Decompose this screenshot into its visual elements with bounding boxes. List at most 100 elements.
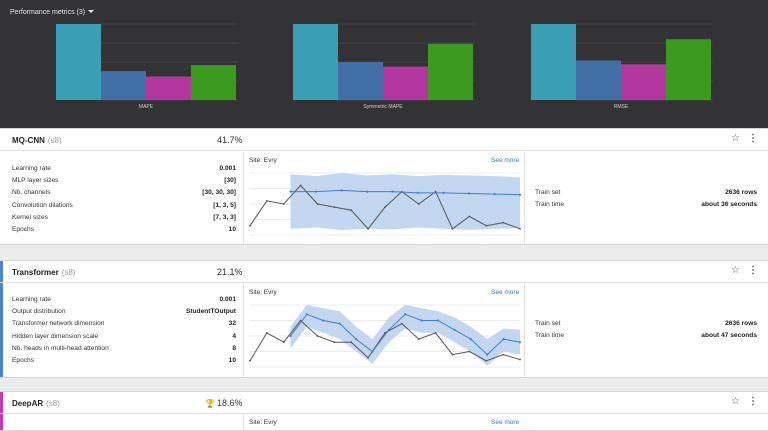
model-card-header: DeepAR (s8) 🏆 18.6% ☆ ⋮ — [0, 392, 768, 414]
forecast-point — [305, 313, 308, 316]
training-info: Train set 2636 rows Train time about 47 se… — [535, 320, 757, 344]
metric-bar — [666, 39, 711, 100]
forecast-point — [340, 189, 343, 192]
forecast-chart — [249, 172, 522, 236]
model-session-count: (s8) — [47, 136, 62, 145]
actual-point — [333, 206, 336, 208]
forecast-point — [365, 190, 369, 193]
actual-point — [350, 209, 353, 212]
param-value: [7, 3, 3] — [213, 213, 236, 221]
model-color-stripe — [0, 261, 3, 377]
site-label: Site: Evry — [249, 157, 277, 164]
forecast-point — [453, 328, 456, 331]
param-value: 0.001 — [219, 165, 236, 172]
param-row: Nb. heads in multi-head attention 8 — [12, 345, 236, 357]
actual-point — [316, 335, 319, 337]
site-label: Site: Evry — [249, 289, 277, 296]
param-row: Transformer network dimension 32 — [12, 320, 236, 332]
train-row: Train time about 36 seconds — [535, 201, 757, 213]
site-label: Site: Evry — [249, 419, 277, 426]
param-row: Output distribution StudentTOutput — [12, 308, 236, 320]
forecast-point — [371, 350, 374, 353]
model-name[interactable]: Transformer (s8) — [12, 268, 75, 277]
train-value: 2636 rows — [725, 189, 757, 196]
forecast-point — [289, 334, 292, 338]
star-icon[interactable]: ☆ — [731, 265, 740, 276]
param-label: Hidden layer dimension scale — [12, 332, 99, 340]
param-label: Kernel sizes — [12, 213, 48, 221]
param-row: Epochs 10 — [12, 357, 236, 369]
see-more-link[interactable]: See more — [491, 419, 520, 426]
model-score: 21.1% — [217, 267, 243, 277]
forecast-point — [518, 341, 522, 344]
see-more-link[interactable]: See more — [491, 157, 520, 164]
model-session-count: (s8) — [61, 268, 76, 277]
model-name-text: Transformer — [12, 268, 59, 277]
actual-point — [400, 322, 403, 325]
param-row: Learning rate 0.001 — [12, 296, 236, 308]
model-name[interactable]: DeepAR (s8) — [12, 399, 60, 408]
param-row: Hidden layer dimension scale 4 — [12, 333, 236, 345]
param-label: Learning rate — [12, 165, 51, 172]
param-label: MLP layer sizes — [12, 177, 59, 185]
forecast-point — [420, 319, 423, 322]
model-name[interactable]: MQ-CNN (s8) — [12, 136, 62, 145]
metric-bar — [191, 65, 236, 100]
actual-point — [451, 353, 454, 356]
model-name-text: MQ-CNN — [12, 136, 45, 145]
actual-point — [333, 341, 336, 344]
param-value: 10 — [228, 225, 236, 233]
forecast-chart — [249, 304, 522, 368]
actual-point — [485, 359, 488, 362]
see-more-link[interactable]: See more — [491, 289, 520, 296]
metric-bar — [101, 71, 146, 100]
actual-point — [265, 200, 268, 202]
metric-chart-symmetric-mape: Symmetric MAPE — [293, 23, 475, 110]
actual-point — [299, 184, 302, 187]
forecast-point — [469, 338, 472, 341]
actual-point — [468, 350, 471, 353]
actual-point — [316, 203, 319, 205]
training-info: Train set 2636 rows Train time about 36 se… — [535, 189, 757, 213]
metric-bar — [338, 62, 383, 100]
model-score: 41.7% — [217, 135, 243, 145]
forecast-point — [416, 191, 420, 194]
actual-point — [249, 224, 251, 227]
actual-point — [350, 341, 353, 344]
metric-chart-label: Symmetric MAPE — [363, 104, 403, 110]
model-color-stripe — [0, 129, 3, 244]
actual-point — [299, 319, 302, 322]
column-divider — [243, 414, 244, 430]
param-row: MLP layer sizes [30] — [12, 177, 236, 189]
actual-point — [417, 203, 420, 205]
actual-point — [519, 358, 521, 361]
performance-metrics-panel: Performance metrics (3) MAPE Symmetric M… — [0, 0, 768, 128]
performance-metrics-dropdown[interactable]: Performance metrics (3) — [10, 9, 95, 16]
star-icon[interactable]: ☆ — [731, 133, 740, 144]
actual-point — [249, 359, 251, 362]
metric-chart-mape: MAPE — [56, 23, 238, 110]
metric-bar — [531, 24, 576, 100]
param-row: Epochs 10 — [12, 226, 236, 238]
metric-bar — [383, 66, 428, 100]
column-divider — [243, 151, 244, 244]
actual-point — [384, 206, 386, 208]
model-card-transformer: Transformer (s8) 21.1% ☆ ⋮ Learning rate 0… — [0, 260, 768, 378]
column-divider — [524, 151, 525, 244]
model-card-mq-cnn: MQ-CNN (s8) 41.7% ☆ ⋮ Learning rate 0.001 … — [0, 128, 768, 245]
forecast-point — [467, 192, 471, 195]
actual-point — [282, 203, 285, 205]
more-options-icon[interactable]: ⋮ — [748, 396, 758, 407]
train-label: Train time — [535, 201, 565, 208]
star-icon[interactable]: ☆ — [731, 396, 740, 407]
more-options-icon[interactable]: ⋮ — [748, 265, 758, 276]
column-divider — [524, 283, 525, 377]
param-label: Convolution dilations — [12, 201, 73, 209]
param-label: Learning rate — [12, 296, 51, 303]
more-options-icon[interactable]: ⋮ — [748, 133, 758, 144]
actual-point — [519, 227, 521, 230]
column-divider — [243, 283, 244, 377]
train-row: Train set 2636 rows — [535, 189, 757, 201]
model-card-header: Transformer (s8) 21.1% ☆ ⋮ — [0, 261, 768, 283]
actual-point — [384, 332, 386, 334]
